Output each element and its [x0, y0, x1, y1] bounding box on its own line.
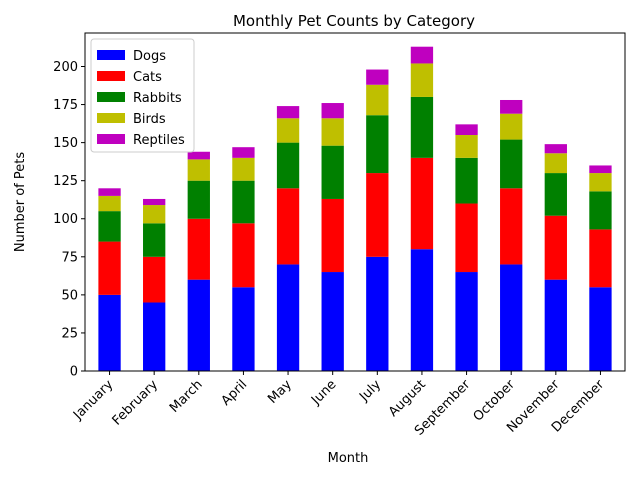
x-tick-label: January	[70, 377, 116, 423]
bar-cats-june	[321, 198, 344, 273]
bar-birds-march	[187, 159, 210, 181]
bar-rabbits-april	[232, 180, 255, 224]
legend-swatch-cats	[97, 71, 125, 81]
bars-group	[98, 46, 612, 371]
bar-cats-october	[500, 188, 523, 265]
x-tick-label: March	[167, 377, 206, 416]
bar-reptiles-march	[187, 151, 210, 160]
y-axis-label: Number of Pets	[13, 152, 28, 252]
bar-rabbits-june	[321, 145, 344, 199]
bar-cats-november	[544, 215, 567, 280]
bar-cats-august	[410, 157, 434, 250]
y-tick-label: 75	[61, 250, 78, 265]
legend-swatch-rabbits	[97, 92, 125, 102]
x-tick-label: April	[219, 377, 251, 409]
bar-rabbits-may	[276, 142, 300, 189]
bar-reptiles-august	[410, 46, 434, 64]
bar-birds-august	[410, 63, 434, 97]
bar-reptiles-july	[366, 69, 389, 85]
bar-reptiles-february	[143, 198, 166, 206]
legend-swatch-dogs	[97, 50, 125, 60]
y-tick-label: 100	[53, 212, 78, 227]
bar-birds-june	[321, 118, 344, 146]
legend-swatch-birds	[97, 113, 125, 123]
legend-swatch-reptiles	[97, 134, 125, 144]
bar-dogs-january	[98, 294, 121, 371]
bar-cats-september	[455, 203, 478, 273]
bar-reptiles-october	[500, 99, 523, 114]
bar-cats-july	[366, 173, 389, 257]
legend-label-reptiles: Reptiles	[133, 133, 185, 148]
bar-cats-april	[232, 223, 255, 288]
bar-cats-march	[187, 218, 210, 280]
x-tick-label: June	[308, 377, 339, 408]
bar-birds-february	[143, 205, 166, 224]
bar-dogs-october	[500, 264, 523, 371]
legend-label-rabbits: Rabbits	[133, 91, 182, 106]
bar-dogs-february	[143, 302, 166, 371]
bar-rabbits-march	[187, 180, 210, 219]
bar-reptiles-june	[321, 103, 344, 119]
bar-rabbits-july	[366, 115, 389, 174]
y-tick-label: 25	[61, 326, 78, 341]
bar-cats-february	[143, 256, 166, 303]
bar-rabbits-february	[143, 223, 166, 257]
legend-label-birds: Birds	[133, 112, 166, 127]
bar-dogs-march	[187, 279, 210, 371]
y-tick-label: 50	[61, 288, 78, 303]
bar-birds-september	[455, 135, 478, 158]
chart-title: Monthly Pet Counts by Category	[233, 12, 475, 30]
bar-cats-january	[98, 241, 121, 295]
legend: Dogs Cats Rabbits Birds Reptiles	[90, 38, 195, 153]
bar-reptiles-april	[232, 147, 255, 158]
y-tick-label: 125	[53, 174, 78, 189]
x-axis-label: Month	[328, 451, 369, 466]
bar-dogs-december	[589, 287, 612, 371]
bar-dogs-june	[321, 272, 344, 371]
bar-rabbits-august	[410, 96, 434, 158]
bar-reptiles-september	[455, 124, 478, 136]
bar-dogs-august	[410, 249, 434, 371]
x-tick-label: May	[265, 377, 295, 407]
bar-reptiles-january	[98, 188, 121, 196]
bar-birds-may	[276, 118, 300, 143]
bar-rabbits-september	[455, 157, 478, 204]
x-tick-label: August	[386, 377, 429, 420]
bar-reptiles-may	[276, 106, 300, 119]
y-tick-label: 0	[70, 365, 78, 380]
bar-birds-july	[366, 84, 389, 116]
x-tick-label: July	[356, 377, 384, 405]
bar-reptiles-december	[589, 165, 612, 174]
legend-label-cats: Cats	[133, 70, 162, 85]
bar-cats-december	[589, 229, 612, 288]
x-tick-label: February	[110, 377, 162, 429]
bar-dogs-april	[232, 287, 255, 371]
bar-cats-may	[276, 188, 300, 265]
bar-dogs-july	[366, 256, 389, 371]
bar-birds-april	[232, 157, 255, 181]
bar-dogs-may	[276, 264, 300, 371]
legend-box	[90, 38, 195, 153]
bar-rabbits-october	[500, 139, 523, 189]
bar-rabbits-january	[98, 211, 121, 242]
plot-frame	[84, 32, 626, 372]
bar-birds-january	[98, 195, 121, 212]
bar-birds-november	[544, 153, 567, 174]
y-axis: 0 25 50 75 100 125 150 175 200	[53, 60, 85, 380]
y-tick-label: 200	[53, 60, 78, 75]
bar-rabbits-november	[544, 173, 567, 216]
bar-birds-december	[589, 173, 612, 192]
y-tick-label: 175	[53, 98, 78, 113]
bar-dogs-november	[544, 279, 567, 371]
bar-rabbits-december	[589, 191, 612, 230]
bar-reptiles-november	[544, 144, 567, 154]
legend-label-dogs: Dogs	[133, 49, 166, 64]
bar-birds-october	[500, 113, 523, 140]
bar-dogs-september	[455, 272, 478, 371]
y-tick-label: 150	[53, 136, 78, 151]
